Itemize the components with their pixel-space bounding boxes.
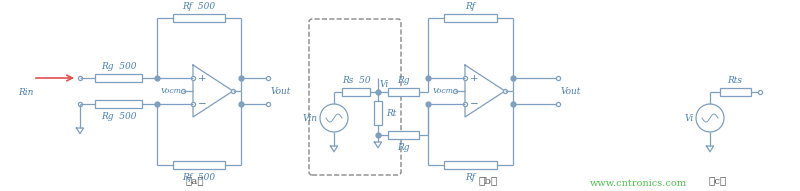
Text: Rts: Rts — [727, 75, 742, 84]
Bar — [342, 88, 370, 96]
Text: Rg: Rg — [397, 75, 410, 84]
Text: Rg  500: Rg 500 — [101, 62, 136, 70]
Text: Vout: Vout — [271, 87, 291, 96]
Text: Vocm: Vocm — [160, 87, 181, 95]
Text: （a）: （a） — [186, 176, 204, 185]
Text: Rf  500: Rf 500 — [182, 172, 215, 181]
Bar — [374, 101, 382, 125]
Text: +: + — [470, 74, 478, 83]
Text: Rt: Rt — [386, 108, 396, 117]
Bar — [173, 161, 225, 169]
Text: （c）: （c） — [709, 176, 727, 185]
Text: Rs  50: Rs 50 — [342, 75, 370, 84]
Text: Vout: Vout — [561, 87, 582, 96]
Text: Rg: Rg — [397, 142, 410, 151]
Text: +: + — [198, 74, 206, 83]
Text: Vocm: Vocm — [432, 87, 453, 95]
Bar — [173, 14, 225, 22]
Bar — [94, 74, 142, 82]
Text: −: − — [470, 100, 478, 108]
Text: Rf  500: Rf 500 — [182, 2, 215, 11]
Text: Vi: Vi — [685, 113, 694, 122]
Text: Rin: Rin — [18, 87, 34, 96]
Bar — [387, 131, 418, 139]
Text: Rf: Rf — [466, 172, 475, 181]
Text: Vin: Vin — [303, 113, 318, 122]
Bar — [444, 14, 497, 22]
Text: Rg  500: Rg 500 — [101, 112, 136, 121]
Text: −: − — [198, 100, 206, 108]
Text: （b）: （b） — [478, 176, 498, 185]
Bar — [719, 88, 750, 96]
Text: www.cntronics.com: www.cntronics.com — [590, 180, 687, 189]
Bar — [387, 88, 418, 96]
Text: Vi: Vi — [380, 79, 390, 88]
Bar — [94, 100, 142, 108]
Text: Rf: Rf — [466, 2, 475, 11]
Bar — [444, 161, 497, 169]
